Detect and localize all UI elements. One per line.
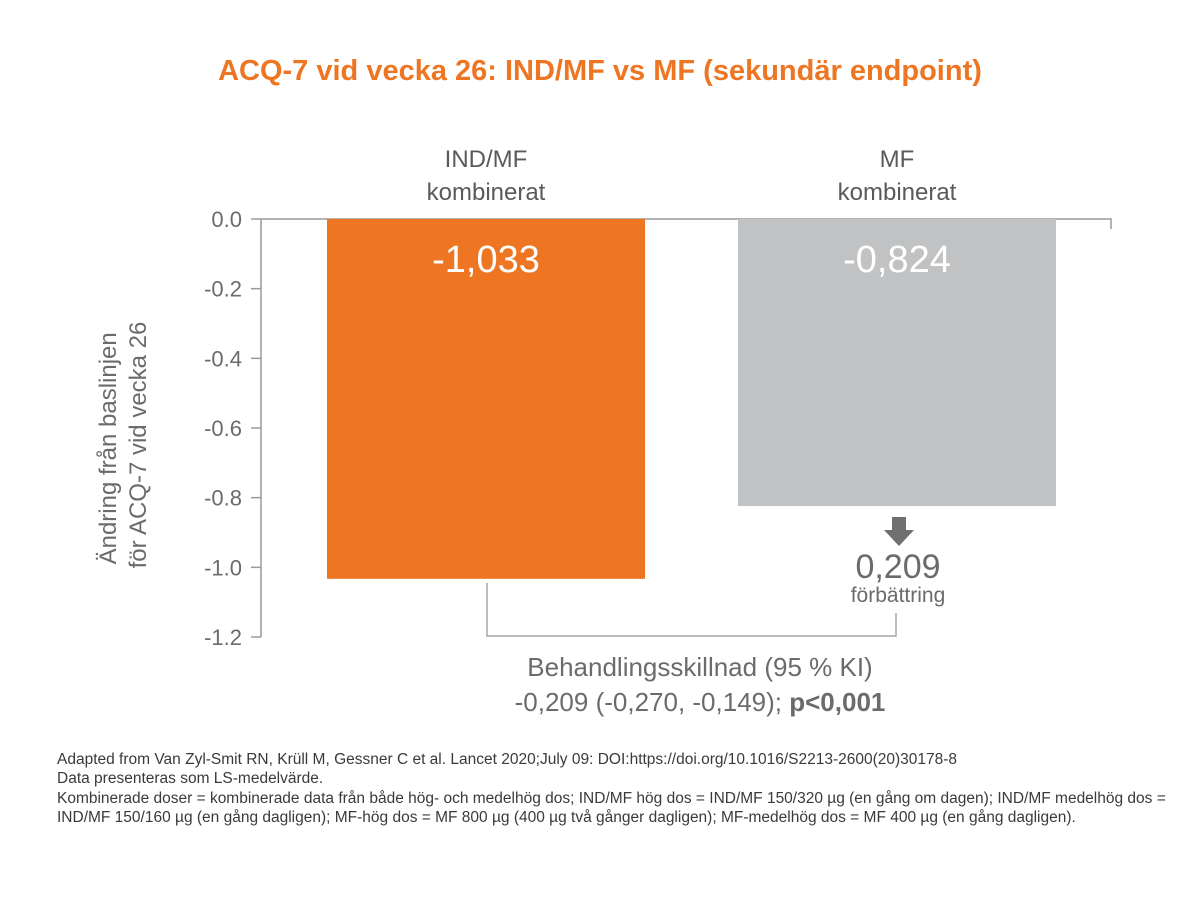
- bar-value-label: -0,824: [843, 239, 951, 281]
- category-labels: IND/MF kombinerat MF kombinerat: [427, 146, 957, 206]
- chart-title: ACQ-7 vid vecka 26: IND/MF vs MF (sekund…: [218, 55, 982, 87]
- y-axis-label: Ändring från baslinjen för ACQ-7 vid vec…: [95, 322, 152, 569]
- footnote-doses: Kombinerade doser = kombinerade data frå…: [57, 789, 1166, 827]
- footnote-source: Adapted from Van Zyl-Smit RN, Krüll M, G…: [57, 751, 958, 768]
- difference-annotation: 0,209 förbättring Behandlingsskillnad (9…: [486, 517, 946, 717]
- y-tick-label: -0.4: [204, 346, 242, 371]
- y-tick-label: 0.0: [211, 207, 242, 232]
- difference-ci-value: -0,209 (-0,270, -0,149);: [515, 687, 790, 717]
- y-tick-label: -1.2: [204, 625, 242, 650]
- bar-chart: 0.0 -0.2 -0.4 -0.6 -0.8 -1.0 -1.2 -1,033 -0,824…: [95, 146, 1112, 717]
- footnote-data-note: Data presenteras som LS-medelvärde.: [57, 770, 324, 788]
- improvement-value: 0,209: [855, 548, 940, 586]
- category-label: IND/MF: [445, 146, 528, 173]
- bar: [738, 219, 1056, 507]
- p-value: p<0,001: [789, 687, 885, 717]
- y-axis-label-line-2: för ACQ-7 vid vecka 26: [125, 322, 152, 569]
- category-label: MF: [880, 146, 915, 173]
- improvement-label: förbättring: [851, 584, 946, 607]
- category-label: kombinerat: [427, 179, 546, 206]
- y-axis: 0.0 -0.2 -0.4 -0.6 -0.8 -1.0 -1.2: [204, 207, 1112, 650]
- footnotes: Adapted from Van Zyl-Smit RN, Krüll M, G…: [57, 750, 1167, 828]
- y-axis-label-line-1: Ändring från baslinjen: [95, 332, 122, 564]
- difference-bracket: [486, 583, 897, 637]
- arrow-down-icon: [884, 517, 914, 546]
- difference-title: Behandlingsskillnad (95 % KI): [527, 652, 872, 682]
- bar-value-label: -1,033: [432, 239, 540, 281]
- bar: [327, 219, 645, 579]
- category-label: kombinerat: [838, 179, 957, 206]
- y-tick-label: -1.0: [204, 555, 242, 580]
- y-tick-label: -0.8: [204, 486, 242, 511]
- bars: -1,033 -0,824: [327, 219, 1056, 579]
- y-tick-label: -0.2: [204, 277, 242, 302]
- difference-ci: -0,209 (-0,270, -0,149); p<0,001: [515, 687, 886, 717]
- y-tick-label: -0.6: [204, 416, 242, 441]
